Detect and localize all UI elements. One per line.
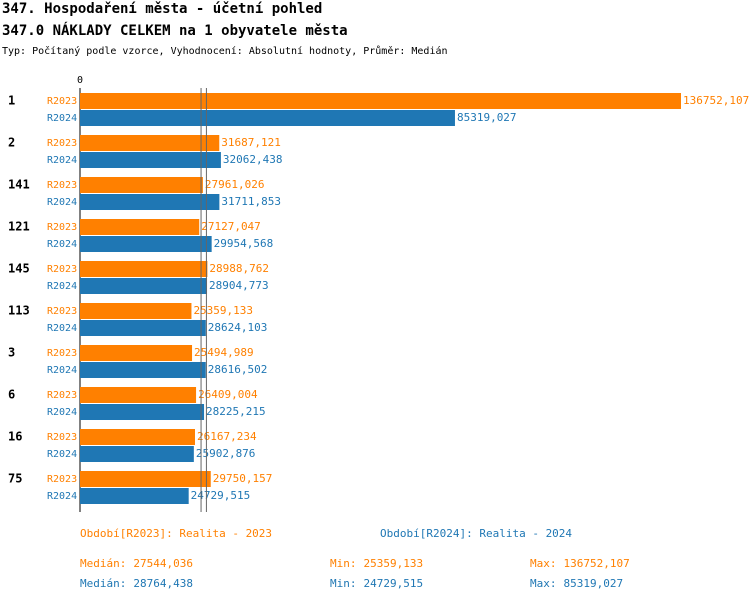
value-label: 25494,989 <box>194 346 254 359</box>
series-label: R2023 <box>47 306 77 317</box>
value-label: 28616,502 <box>208 363 268 376</box>
value-label: 31687,121 <box>221 136 281 149</box>
series-label: R2024 <box>47 407 77 418</box>
stat-value: 25359,133 <box>364 557 424 570</box>
value-label: 25902,876 <box>196 447 256 460</box>
stat-name: Min: <box>330 557 357 570</box>
bar <box>80 110 455 126</box>
value-label: 28988,762 <box>209 262 269 275</box>
value-label: 136752,107 <box>683 94 749 107</box>
bar <box>80 219 200 235</box>
bar <box>80 362 206 378</box>
series-label: R2024 <box>47 449 77 460</box>
value-label: 28624,103 <box>208 321 268 334</box>
value-label: 85319,027 <box>457 111 517 124</box>
stat: Min: 24729,515 <box>330 577 423 590</box>
category-label: 6 <box>8 388 15 402</box>
category-label: 16 <box>8 430 22 444</box>
stat-value: 24729,515 <box>364 577 424 590</box>
bar <box>80 194 220 210</box>
stat-name: Max: <box>530 557 557 570</box>
series-label: R2024 <box>47 491 77 502</box>
value-label: 28225,215 <box>206 405 266 418</box>
value-label: 29954,568 <box>214 237 274 250</box>
series-label: R2023 <box>47 348 77 359</box>
chart-title: 347. Hospodaření města - účetní pohled <box>2 1 322 17</box>
series-label: R2024 <box>47 113 77 124</box>
stat-name: Min: <box>330 577 357 590</box>
value-label: 28904,773 <box>209 279 269 292</box>
bar <box>80 93 681 109</box>
series-label: R2023 <box>47 180 77 191</box>
value-label: 29750,157 <box>213 472 273 485</box>
stat-name: Max: <box>530 577 557 590</box>
legend-label: Období[R2023]: Realita - 2023 <box>80 527 272 540</box>
stat-value: 27544,036 <box>133 557 193 570</box>
series-label: R2023 <box>47 474 77 485</box>
stat-name: Medián: <box>80 557 126 570</box>
value-label: 24729,515 <box>191 489 251 502</box>
bar <box>80 303 192 319</box>
legend-label: Období[R2024]: Realita - 2024 <box>380 527 572 540</box>
value-label: 27961,026 <box>205 178 265 191</box>
bar <box>80 278 208 294</box>
series-label: R2024 <box>47 281 77 292</box>
bar <box>80 387 197 403</box>
category-label: 2 <box>8 136 15 150</box>
value-label: 26409,004 <box>198 388 258 401</box>
series-label: R2024 <box>47 239 77 250</box>
series-label: R2023 <box>47 432 77 443</box>
value-label: 26167,234 <box>197 430 257 443</box>
bar <box>80 429 196 445</box>
bar <box>80 152 221 168</box>
stat: Min: 25359,133 <box>330 557 423 570</box>
value-label: 27127,047 <box>201 220 261 233</box>
stat: Medián: 28764,438 <box>80 577 193 590</box>
series-label: R2024 <box>47 365 77 376</box>
stat-value: 28764,438 <box>133 577 193 590</box>
series-label: R2023 <box>47 222 77 233</box>
stat: Max: 136752,107 <box>530 557 630 570</box>
bar <box>80 320 206 336</box>
bar <box>80 135 220 151</box>
category-label: 1 <box>8 94 15 108</box>
category-label: 113 <box>8 304 30 318</box>
chart-subtitle: 347.0 NÁKLADY CELKEM na 1 obyvatele měst… <box>2 22 348 39</box>
series-label: R2024 <box>47 155 77 166</box>
bar <box>80 261 208 277</box>
value-label: 31711,853 <box>221 195 281 208</box>
series-label: R2024 <box>47 197 77 208</box>
category-label: 145 <box>8 262 30 276</box>
bar <box>80 471 211 487</box>
category-label: 75 <box>8 472 22 486</box>
stat-value: 136752,107 <box>564 557 630 570</box>
series-label: R2024 <box>47 323 77 334</box>
series-label: R2023 <box>47 138 77 149</box>
value-label: 32062,438 <box>223 153 283 166</box>
category-label: 3 <box>8 346 15 360</box>
bar <box>80 236 212 252</box>
bar <box>80 446 194 462</box>
bar <box>80 177 203 193</box>
stat: Medián: 27544,036 <box>80 557 193 570</box>
stat-name: Medián: <box>80 577 126 590</box>
x-tick-label: 0 <box>77 75 83 86</box>
category-label: 141 <box>8 178 30 192</box>
category-label: 121 <box>8 220 30 234</box>
bar <box>80 488 189 504</box>
bar <box>80 345 193 361</box>
stat-value: 85319,027 <box>564 577 624 590</box>
series-label: R2023 <box>47 264 77 275</box>
value-label: 25359,133 <box>193 304 253 317</box>
chart-note: Typ: Počítaný podle vzorce, Vyhodnocení:… <box>2 45 448 57</box>
stat: Max: 85319,027 <box>530 577 623 590</box>
series-label: R2023 <box>47 390 77 401</box>
series-label: R2023 <box>47 96 77 107</box>
bar <box>80 404 205 420</box>
